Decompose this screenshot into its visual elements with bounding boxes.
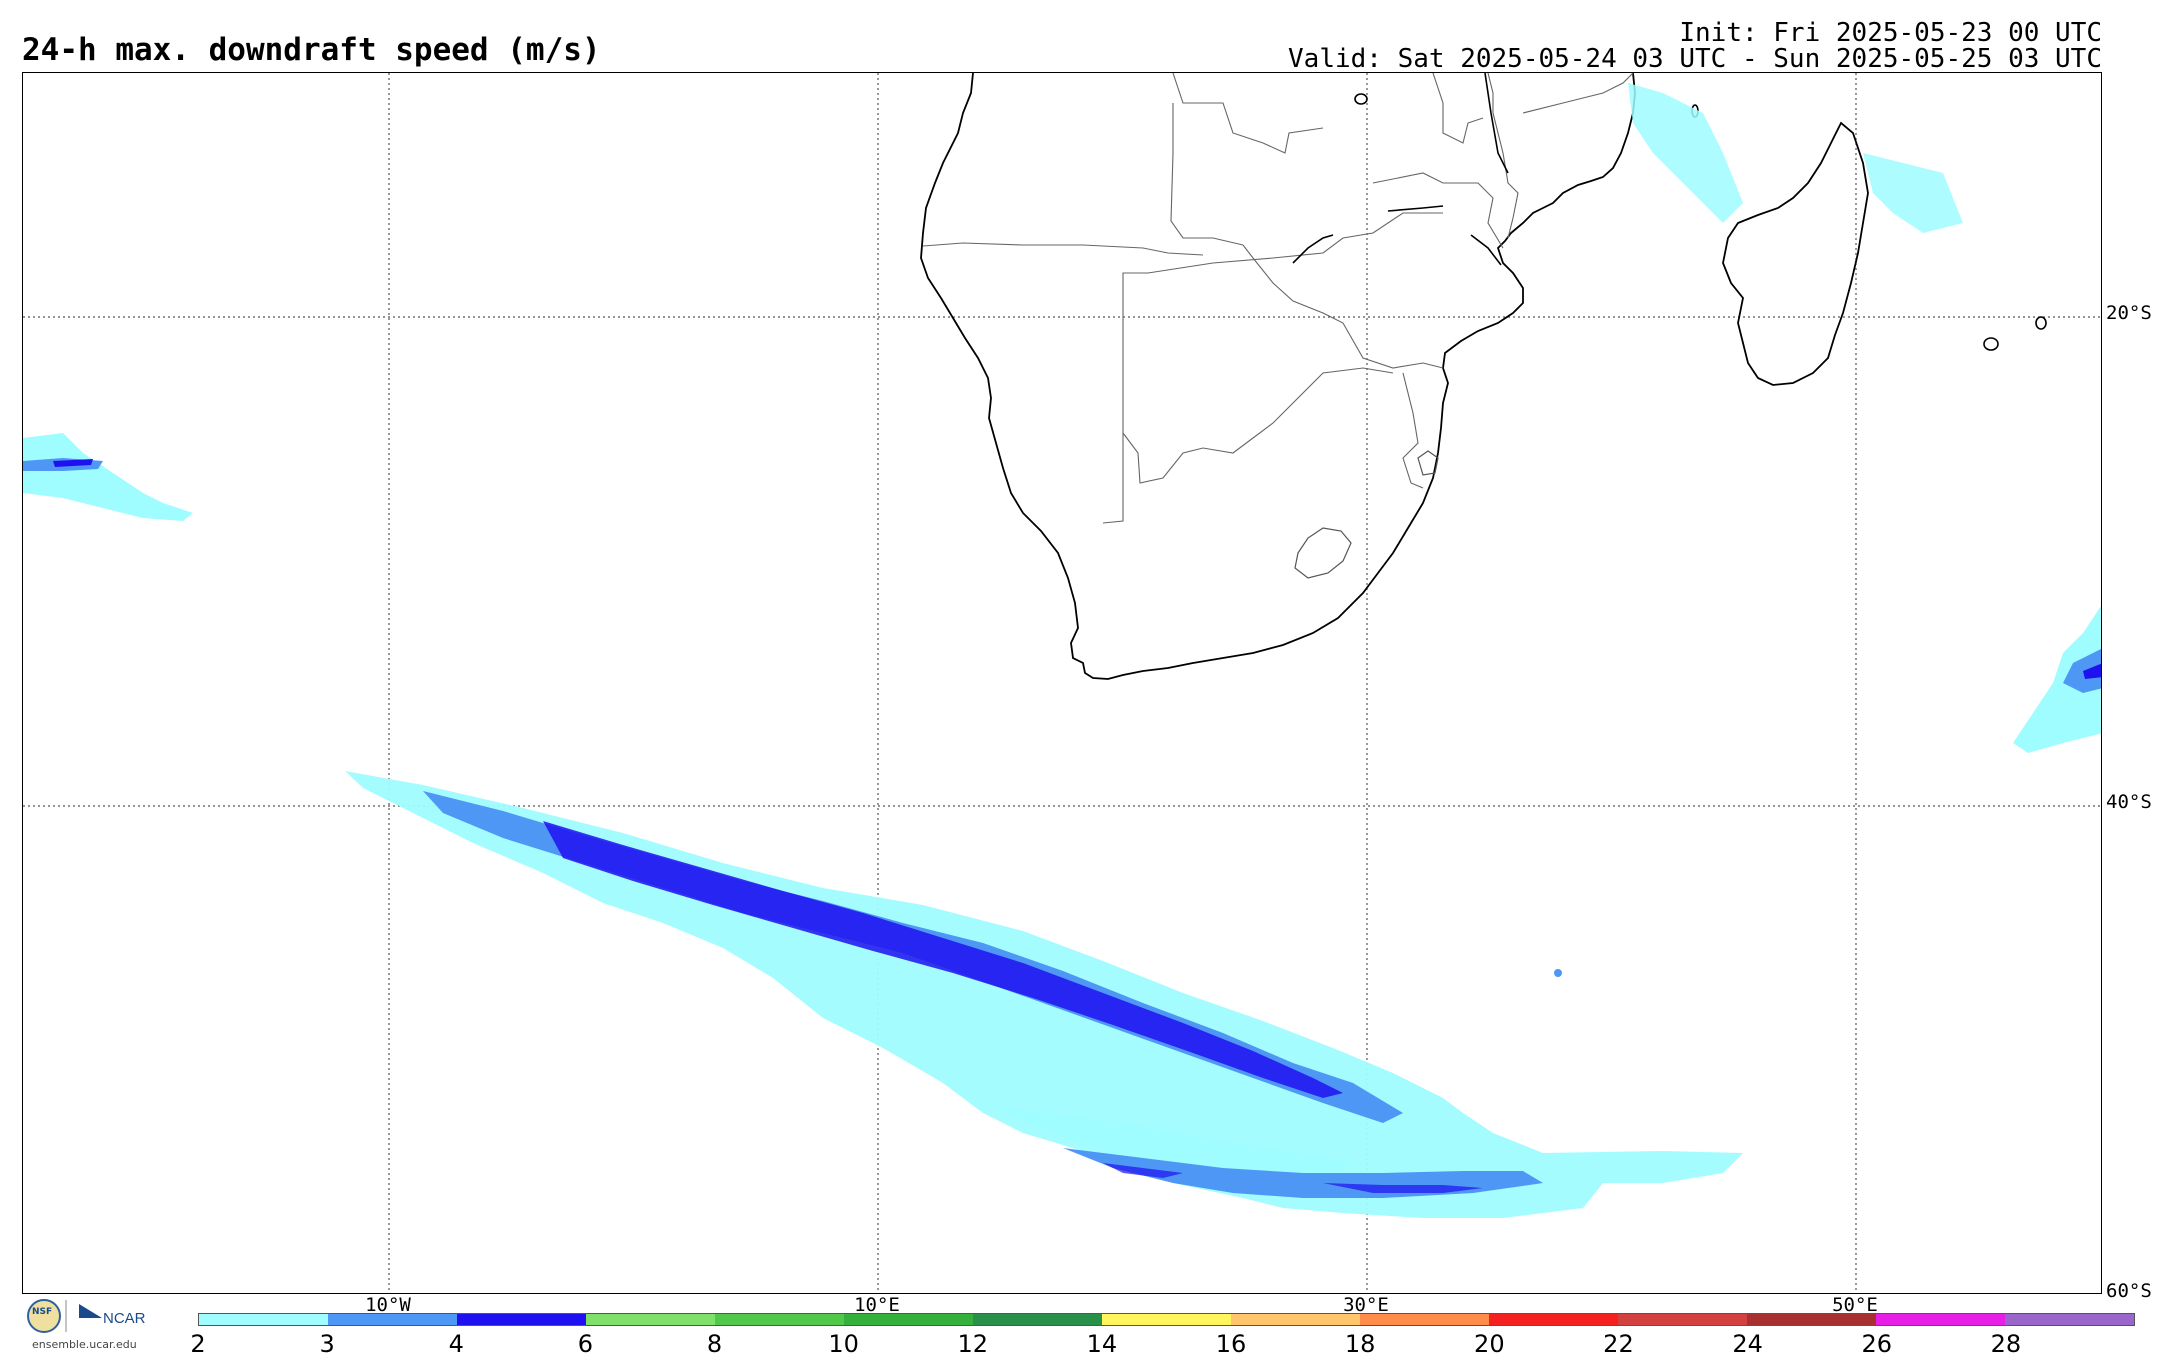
lake-malawi (1484, 73, 1509, 174)
eswatini-border (1417, 450, 1439, 476)
lon-label-50e: 50°E (1832, 1294, 1878, 1316)
colorbar-tick-label: 12 (957, 1330, 989, 1358)
colorbar-segment (715, 1314, 844, 1325)
map-title: 24-h max. downdraft speed (m/s) (22, 32, 601, 68)
colorbar-segment (1876, 1314, 2005, 1325)
colorbar-tick-label: 18 (1344, 1330, 1376, 1358)
colorbar-segment (1102, 1314, 1231, 1325)
downdraft-ne-speckles-2 (1863, 153, 1963, 233)
colorbar-segment (844, 1314, 973, 1325)
logo-url: ensemble.ucar.edu (32, 1338, 137, 1351)
colorbar-segment (1360, 1314, 1489, 1325)
ncar-mark (79, 1304, 102, 1318)
lesotho-border (1294, 527, 1352, 579)
lat-label-60s: 60°S (2106, 1280, 2152, 1302)
lat-label-40s: 40°S (2106, 791, 2152, 813)
colorbar-tick-label: 22 (1603, 1330, 1634, 1358)
lon-label-30e: 30°E (1343, 1294, 1389, 1316)
colorbar-segment (199, 1314, 328, 1325)
reunion-island (1983, 337, 1999, 351)
colorbar-tick-label: 20 (1474, 1330, 1505, 1358)
downdraft-core-south-2 (1323, 1183, 1483, 1193)
downdraft-speck-1 (1554, 969, 1562, 977)
country-borders (922, 73, 1634, 524)
lake-cahora (1387, 205, 1444, 212)
colorbar-tick-label: 24 (1732, 1330, 1763, 1358)
init-time: Init: Fri 2025-05-23 00 UTC (1679, 18, 2102, 48)
colorbar-segment (1489, 1314, 1618, 1325)
africa-coastline (920, 73, 1636, 680)
colorbar-tick-label: 10 (828, 1330, 859, 1358)
lon-label-10w: 10°W (365, 1294, 411, 1316)
nsf-seal (27, 1299, 61, 1333)
colorbar-segment (2005, 1314, 2134, 1325)
colorbar-tick-label: 3 (319, 1330, 335, 1358)
downdraft-east-patch-core (2083, 663, 2101, 679)
lat-label-20s: 20°S (2106, 302, 2152, 324)
downdraft-core-south (1103, 1163, 1183, 1178)
colorbar-segment (1231, 1314, 1360, 1325)
downdraft-west-patch (23, 433, 193, 521)
lake-bangweulu (1354, 93, 1368, 105)
nsf-text: NSF (32, 1307, 53, 1317)
colorbar-segment (1747, 1314, 1876, 1325)
downdraft-field (23, 83, 2101, 1218)
mauritius-island (2035, 316, 2047, 330)
downdraft-west-patch-core (53, 459, 93, 467)
lon-label-10e: 10°E (854, 1294, 900, 1316)
valid-time: Valid: Sat 2025-05-24 03 UTC - Sun 2025-… (1288, 44, 2102, 74)
colorbar-tick-label: 6 (577, 1330, 594, 1358)
colorbar-segment (457, 1314, 586, 1325)
colorbar-tick-label: 14 (1086, 1330, 1118, 1358)
colorbar-tick-label: 16 (1215, 1330, 1247, 1358)
graticule (23, 73, 2101, 1293)
colorbar-tick-label: 28 (1990, 1330, 2022, 1358)
map-canvas (23, 73, 2101, 1293)
lake-nyasa-south (1470, 234, 1502, 266)
colorbar-segment (973, 1314, 1102, 1325)
colorbar-segment (586, 1314, 715, 1325)
downdraft-east-patch-mid (2063, 649, 2101, 693)
colorbar-tick-label: 26 (1861, 1330, 1892, 1358)
madagascar-coastline (1722, 121, 1869, 386)
run-times: Init: Fri 2025-05-23 00 UTC Valid: Sat 2… (1288, 20, 2102, 72)
lake-kariba (1292, 234, 1334, 264)
downdraft-east-patch (2013, 606, 2101, 753)
downdraft-band-core (543, 821, 1343, 1098)
colorbar-segment (1618, 1314, 1747, 1325)
colorbar-segment (328, 1314, 457, 1325)
nsf-ncar-logo (27, 1299, 102, 1333)
colorbar-tick-label: 4 (448, 1330, 464, 1358)
ncar-text: NCAR (103, 1310, 146, 1327)
colorbar-tick-label: 8 (706, 1330, 723, 1358)
colorbar (198, 1313, 2135, 1326)
colorbar-tick-label: 2 (190, 1330, 206, 1358)
map-panel (22, 72, 2102, 1294)
downdraft-ne-speckles (1628, 83, 1743, 223)
downdraft-band-secondary (983, 1103, 1353, 1183)
